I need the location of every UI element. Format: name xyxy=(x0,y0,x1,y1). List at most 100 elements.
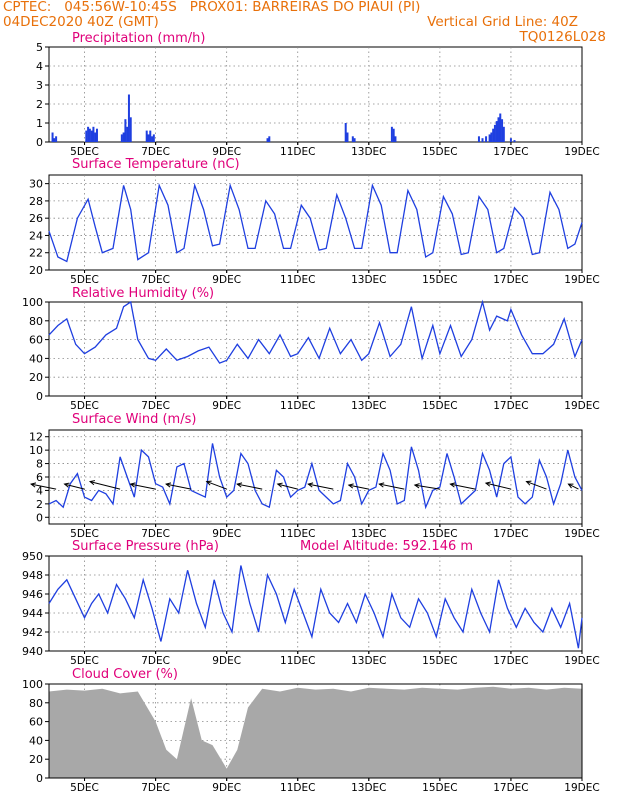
y-tick-label: 100 xyxy=(22,678,43,691)
wind-arrow-head xyxy=(413,483,420,489)
y-tick-label: 4 xyxy=(36,484,43,497)
wind-arrow xyxy=(89,481,121,490)
y-tick-label: 10 xyxy=(29,444,43,457)
wind-arrow xyxy=(568,483,579,490)
y-tick-label: 5 xyxy=(36,41,43,54)
x-tick-label: 19DEC xyxy=(564,274,599,286)
wind-arrow-head xyxy=(347,483,354,489)
precip-bar xyxy=(152,134,155,142)
wind-arrow xyxy=(130,483,156,490)
x-tick-label: 19DEC xyxy=(564,655,599,667)
precip-bar xyxy=(92,126,95,142)
x-tick-label: 11DEC xyxy=(280,400,315,412)
precip-bar xyxy=(145,130,148,142)
precip-bar xyxy=(346,132,349,142)
precip-bar xyxy=(351,136,354,142)
y-tick-label: 24 xyxy=(29,229,43,242)
precip-bar xyxy=(513,140,516,142)
wind-arrow-head xyxy=(276,482,283,488)
precip-bar xyxy=(90,130,93,142)
header-date: 04DEC2020 40Z (GMT) xyxy=(3,14,159,30)
y-tick-label: 944 xyxy=(22,607,43,620)
wind-arrow xyxy=(237,483,263,490)
x-tick-label: 5DEC xyxy=(70,400,99,412)
precip-bar xyxy=(394,136,397,142)
precip-bar xyxy=(499,113,502,142)
y-tick-label: 2 xyxy=(36,98,43,111)
wind-arrow xyxy=(277,483,298,490)
wind-arrow xyxy=(31,483,57,490)
y-tick-label: 60 xyxy=(29,716,43,729)
y-tick-label: 1 xyxy=(36,117,43,130)
x-tick-label: 11DEC xyxy=(280,528,315,540)
x-tick-label: 9DEC xyxy=(212,655,241,667)
panel-title-5: Cloud Cover (%) xyxy=(72,667,178,682)
y-tick-label: 946 xyxy=(22,588,43,601)
precip-bar xyxy=(495,121,498,142)
x-tick-label: 13DEC xyxy=(351,146,386,158)
y-tick-label: 950 xyxy=(22,550,43,563)
precip-bar xyxy=(124,119,127,142)
y-tick-label: 2 xyxy=(36,498,43,511)
wind-arrow-head xyxy=(236,482,243,488)
precip-bar xyxy=(147,134,150,142)
precip-bar xyxy=(120,134,123,142)
y-tick-label: 30 xyxy=(29,178,43,191)
precip-bar xyxy=(88,128,91,142)
precip-bar xyxy=(122,132,125,142)
x-tick-label: 9DEC xyxy=(212,274,241,286)
precip-bar xyxy=(94,132,97,142)
x-tick-label: 7DEC xyxy=(141,274,170,286)
y-tick-label: 940 xyxy=(22,645,43,658)
x-tick-label: 19DEC xyxy=(564,146,599,158)
panel-title-1: Surface Temperature (nC) xyxy=(72,157,240,172)
panel-subtitle-4: Model Altitude: 592.146 m xyxy=(300,539,473,554)
precip-bar xyxy=(502,126,505,142)
y-tick-label: 3 xyxy=(36,79,43,92)
precip-bar xyxy=(55,136,58,142)
y-tick-label: 20 xyxy=(29,753,43,766)
y-tick-label: 6 xyxy=(36,471,43,484)
x-tick-label: 13DEC xyxy=(351,655,386,667)
precip-bar xyxy=(51,132,54,142)
x-tick-label: 15DEC xyxy=(422,400,457,412)
x-tick-label: 11DEC xyxy=(280,782,315,794)
x-tick-label: 11DEC xyxy=(280,655,315,667)
wind-arrow xyxy=(166,483,192,490)
precip-bar xyxy=(344,123,347,142)
x-tick-label: 9DEC xyxy=(212,528,241,540)
y-tick-label: 20 xyxy=(29,371,43,384)
precip-bar xyxy=(266,138,269,142)
series-line-2 xyxy=(48,299,583,364)
precip-bar xyxy=(87,132,90,142)
y-tick-label: 80 xyxy=(29,315,43,328)
precip-bar xyxy=(129,117,132,142)
x-tick-label: 9DEC xyxy=(212,400,241,412)
wind-arrow-head xyxy=(129,482,136,488)
panel-frame-0 xyxy=(48,46,583,143)
x-tick-label: 15DEC xyxy=(422,146,457,158)
x-tick-label: 7DEC xyxy=(141,528,170,540)
wind-arrow xyxy=(64,483,85,490)
header-grid-note: Vertical Grid Line: 40Z xyxy=(427,14,578,30)
x-tick-label: 7DEC xyxy=(141,782,170,794)
precip-bar xyxy=(127,94,130,142)
x-tick-label: 7DEC xyxy=(141,400,170,412)
panel-title-3: Surface Wind (m/s) xyxy=(72,412,196,427)
precip-bar xyxy=(95,128,98,142)
x-tick-label: 17DEC xyxy=(493,655,528,667)
x-tick-label: 9DEC xyxy=(212,146,241,158)
x-tick-label: 11DEC xyxy=(280,274,315,286)
y-tick-label: 20 xyxy=(29,264,43,277)
x-tick-label: 13DEC xyxy=(351,400,386,412)
precip-bar xyxy=(126,126,129,142)
x-tick-label: 19DEC xyxy=(564,528,599,540)
wind-arrow-head xyxy=(29,482,37,488)
precip-bar xyxy=(268,136,271,142)
panel-title-4: Surface Pressure (hPa) xyxy=(72,539,219,554)
x-tick-label: 17DEC xyxy=(493,146,528,158)
series-line-4 xyxy=(48,565,583,649)
series-line-3 xyxy=(48,443,583,510)
wind-arrow xyxy=(414,484,440,490)
precip-bar xyxy=(477,136,480,142)
